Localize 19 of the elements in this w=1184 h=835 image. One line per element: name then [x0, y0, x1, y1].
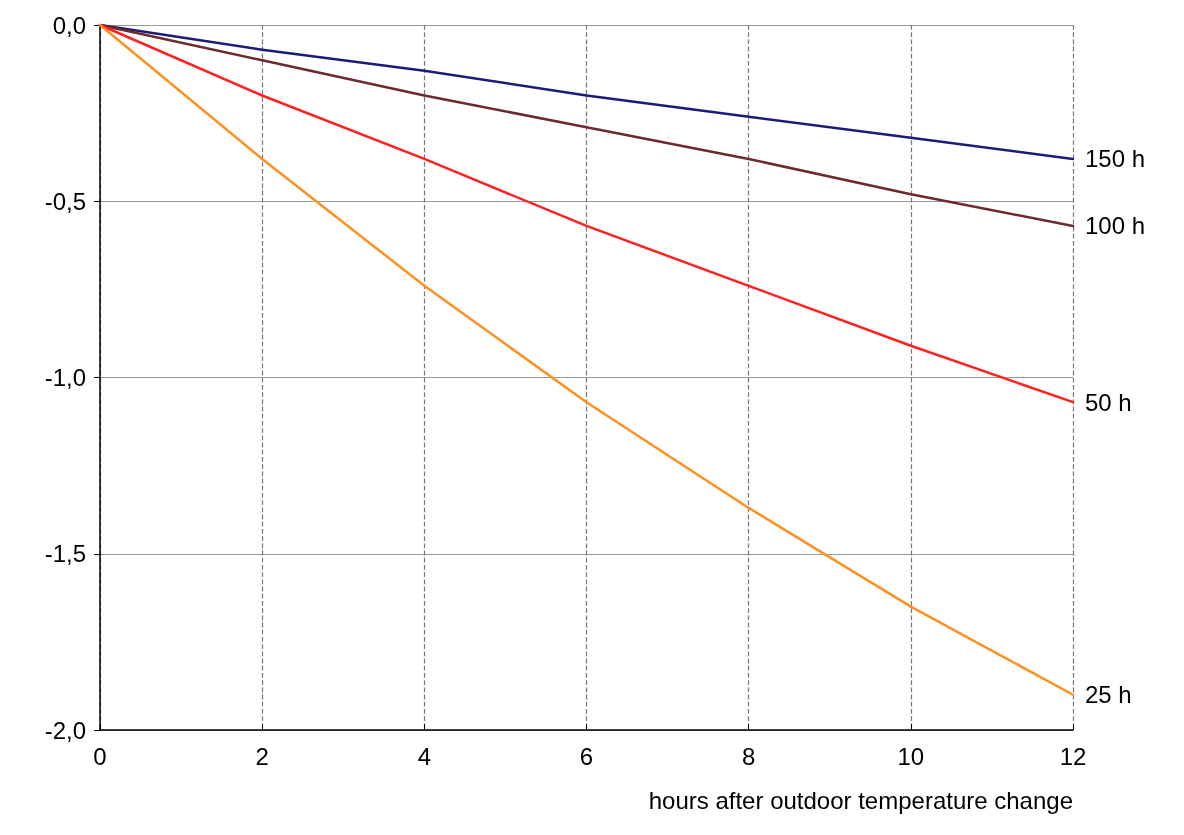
- x-tick-label: 12: [1059, 742, 1087, 770]
- x-tick-label: 0: [93, 742, 107, 770]
- series-label: 50 h: [1085, 388, 1132, 416]
- line-series: [98, 23, 1075, 696]
- series-label: 150 h: [1085, 145, 1146, 173]
- line-series: [98, 23, 1075, 404]
- x-tick-label: 10: [897, 742, 925, 770]
- y-tick-label: -1,5: [44, 540, 86, 568]
- x-tick-label: 4: [417, 742, 432, 770]
- y-tick-label: -2,0: [44, 716, 86, 744]
- x-tick-label: 6: [579, 742, 594, 770]
- series-label: 25 h: [1085, 681, 1132, 709]
- x-tick-label: 8: [741, 742, 756, 770]
- y-tick-label: -0,5: [44, 187, 86, 215]
- y-tick-label: -1,0: [44, 364, 86, 391]
- series-label: 100 h: [1085, 212, 1146, 240]
- x-axis-title: hours after outdoor temperature change: [648, 786, 1073, 814]
- y-tick-label: 0,0: [52, 11, 86, 39]
- x-tick-label: 2: [255, 742, 269, 770]
